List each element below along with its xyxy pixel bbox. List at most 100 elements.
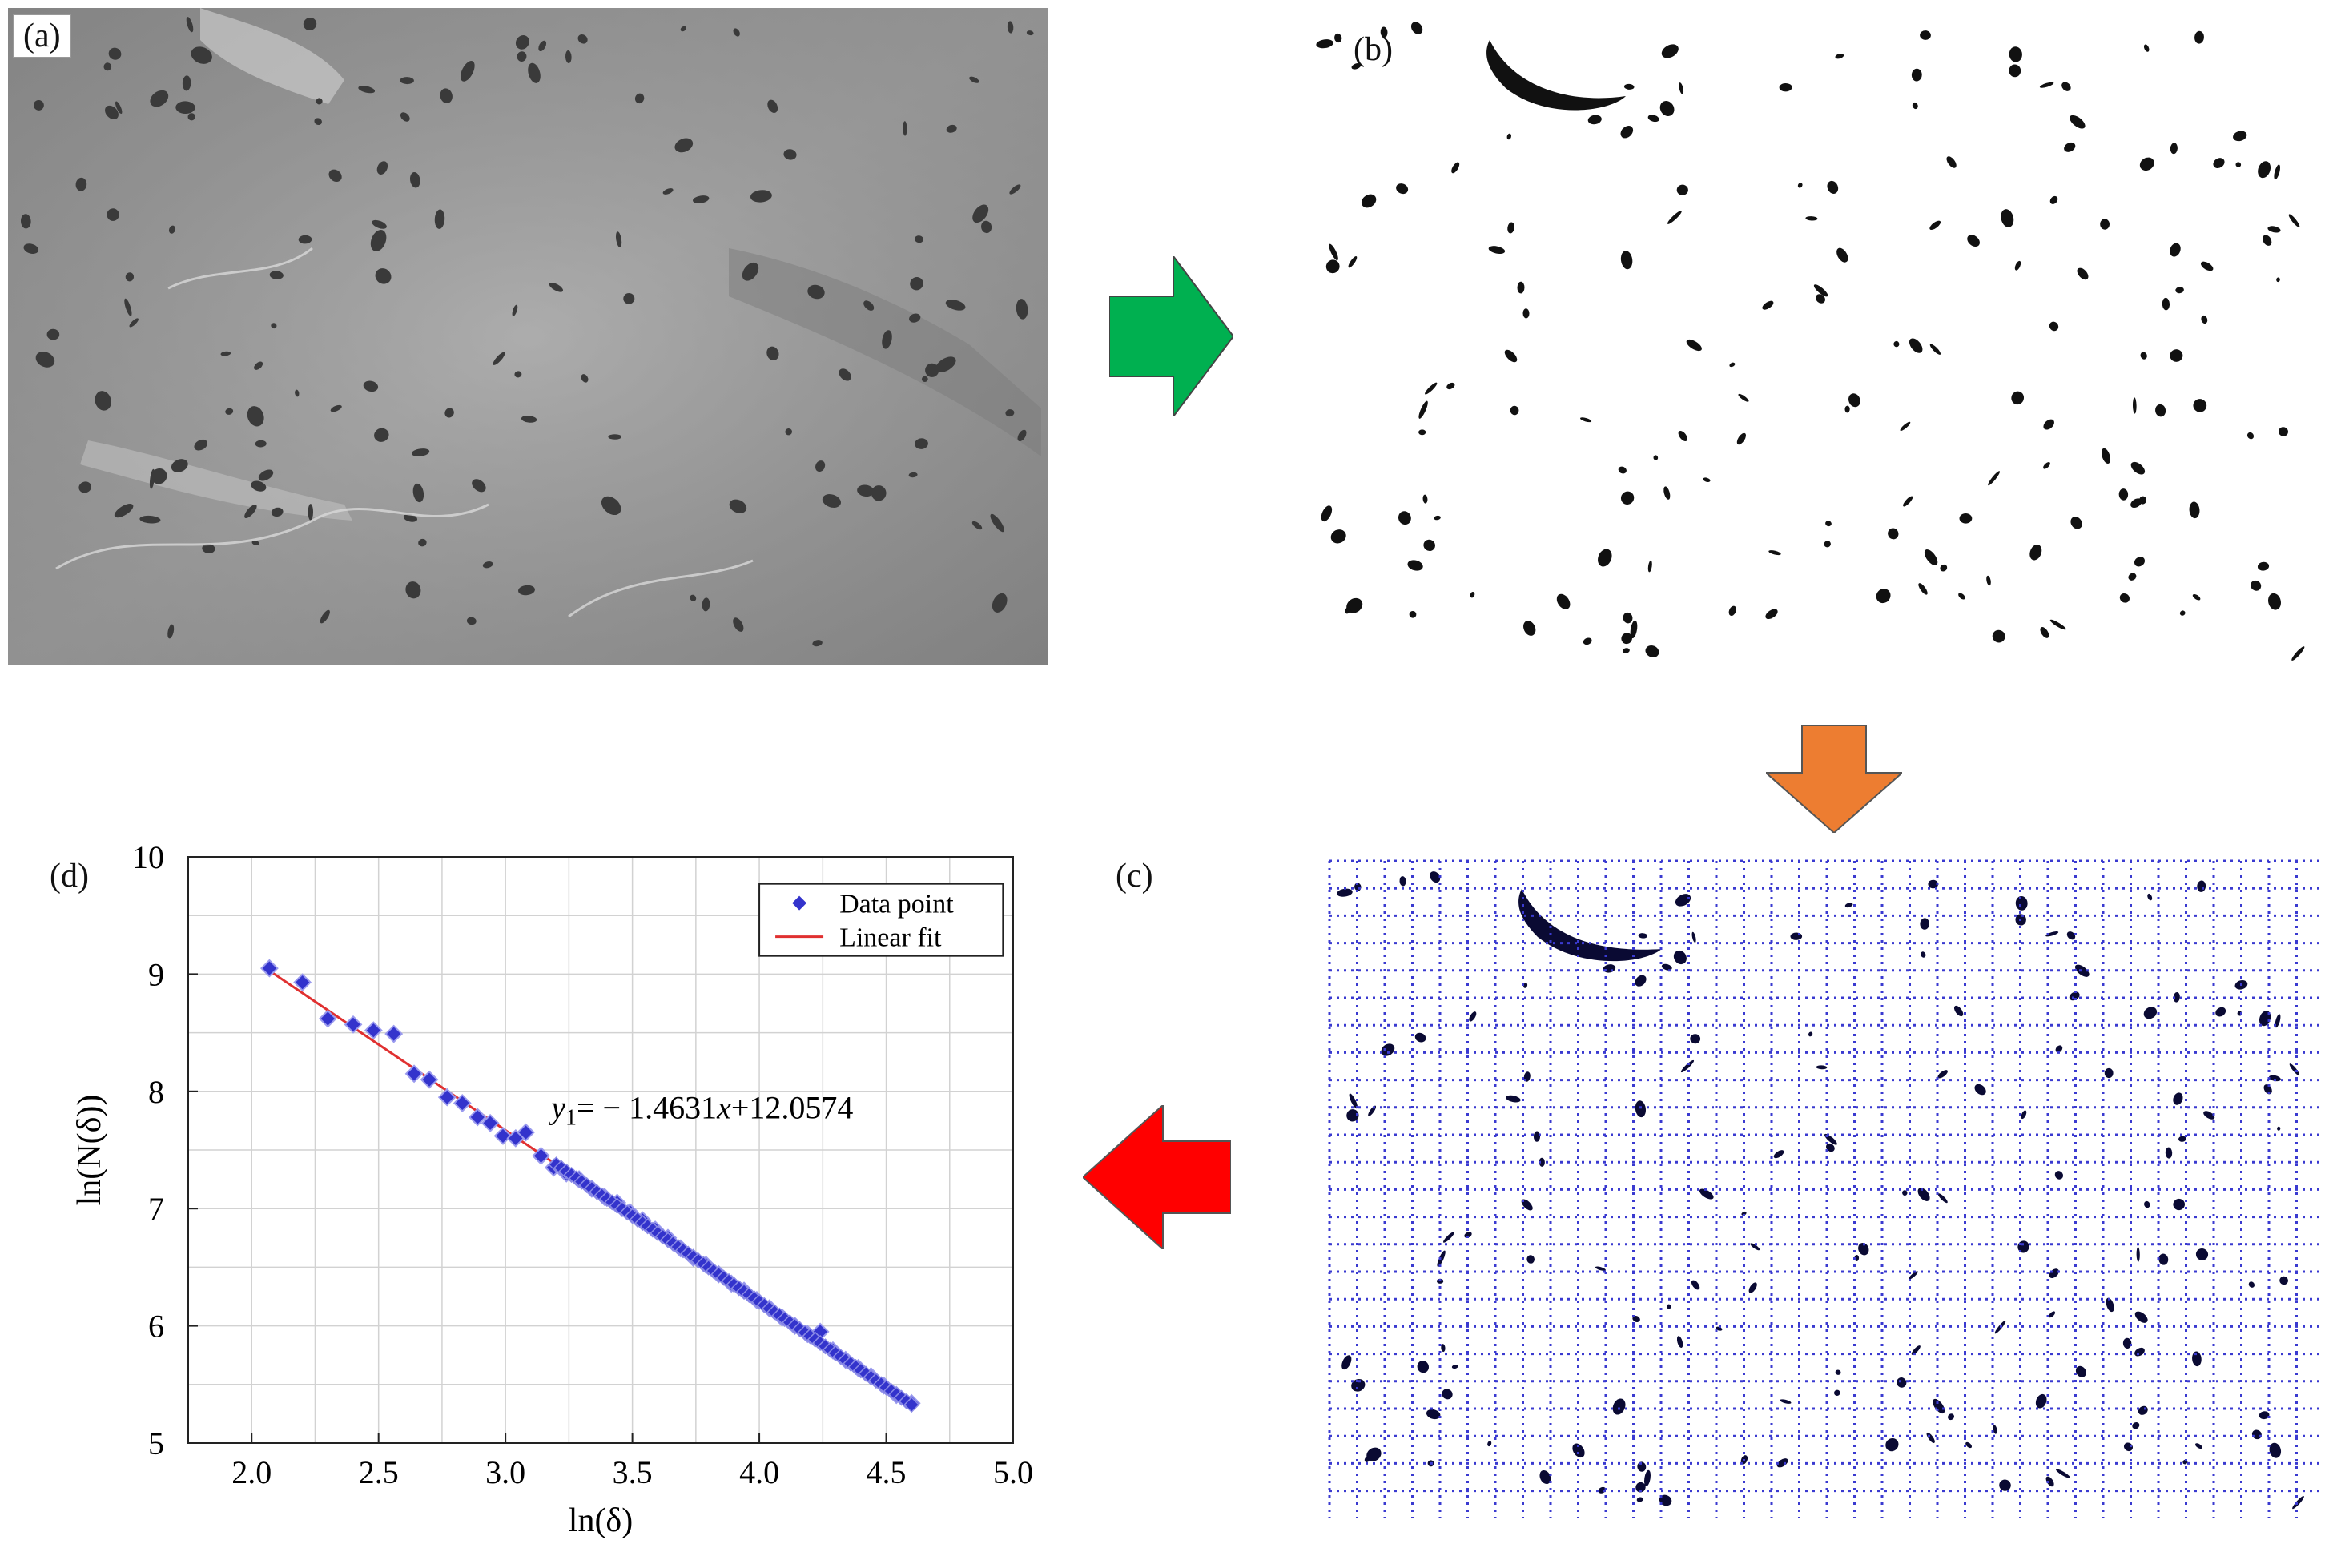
- pore-blob: [251, 480, 267, 492]
- pore-blob: [254, 361, 263, 370]
- pore-blob: [2134, 557, 2146, 567]
- pore-blob: [258, 469, 274, 481]
- pore-blob: [405, 581, 421, 599]
- pore-blob: [168, 225, 176, 234]
- pore-blob: [1321, 505, 1333, 522]
- y-axis-label: ln(N(δ)): [71, 1095, 108, 1206]
- pore-blob: [95, 391, 111, 411]
- pore-blob: [2192, 593, 2201, 601]
- pore-blob: [1893, 340, 1900, 348]
- panel-a-label: (a): [13, 14, 71, 58]
- pore-blob: [2193, 399, 2207, 412]
- pore-blob: [1380, 26, 1388, 38]
- pore-blob: [1423, 539, 1435, 552]
- data-point-marker: [468, 1108, 487, 1127]
- pore-blob: [2064, 142, 2076, 152]
- pore-blob: [512, 304, 518, 316]
- pore-blob: [1937, 1193, 1948, 1204]
- pore-blob: [1523, 983, 1528, 988]
- pore-blob: [171, 459, 188, 472]
- pore-blob: [581, 374, 589, 383]
- pore-blob: [244, 504, 257, 519]
- chart-legend: Data point Linear fit: [758, 883, 1004, 957]
- pore-blob: [105, 105, 119, 119]
- pore-blob: [303, 17, 317, 31]
- pore-blob: [521, 416, 537, 423]
- pore-blob: [882, 330, 892, 349]
- panel-d-label: (d): [50, 858, 89, 895]
- pore-blob: [269, 271, 284, 279]
- pore-blob: [2175, 287, 2184, 294]
- pore-blob: [1835, 1369, 1841, 1375]
- pore-blob: [298, 235, 312, 244]
- pore-blob: [1464, 1232, 1472, 1238]
- pore-blob: [733, 617, 744, 632]
- data-point-marker: [364, 1021, 383, 1040]
- pore-blob: [1903, 496, 1913, 507]
- pore-blob: [225, 408, 234, 415]
- pore-blob: [1623, 612, 1633, 624]
- pore-blob: [1940, 564, 1948, 572]
- pore-blob: [1661, 963, 1672, 971]
- pore-blob: [1776, 1458, 1788, 1468]
- legend-data-point: Data point: [839, 890, 954, 919]
- pore-blob: [1765, 609, 1778, 620]
- pore-blob: [1539, 1157, 1545, 1167]
- pore-blob: [1620, 126, 1634, 139]
- pore-blob: [903, 121, 907, 136]
- pore-blob: [150, 90, 169, 107]
- pore-blob: [1762, 300, 1774, 310]
- pore-blob: [2100, 219, 2110, 230]
- pore-blob: [308, 504, 313, 521]
- pore-blob: [2248, 1281, 2255, 1288]
- pore-blob: [2170, 143, 2178, 155]
- pore-blob: [1418, 429, 1426, 436]
- pore-blob: [1622, 648, 1630, 653]
- pore-blob: [518, 585, 535, 596]
- pore-blob: [255, 440, 267, 448]
- pore-blob: [466, 617, 477, 625]
- pore-blob: [1441, 1344, 1446, 1353]
- pore-blob: [2039, 82, 2054, 88]
- pore-blob: [1469, 1011, 1477, 1022]
- pore-blob: [785, 428, 792, 436]
- binary-image-panel: (b): [1305, 8, 2323, 673]
- pore-blob: [191, 46, 212, 64]
- pore-blob: [1911, 1345, 1921, 1355]
- pore-blob: [1451, 162, 1460, 174]
- pore-blob: [601, 496, 621, 516]
- axis-ticks: [188, 856, 1014, 1444]
- pore-blob: [1909, 338, 1923, 353]
- sem-micrograph: [8, 8, 1048, 665]
- pore-blob: [444, 408, 454, 418]
- pore-blob: [1612, 1398, 1626, 1415]
- pore-blob: [1827, 180, 1839, 194]
- y-tick-labels: 5 6 7 8 9 10: [132, 839, 164, 1461]
- pore-blob: [674, 138, 694, 153]
- pore-blob: [139, 515, 161, 524]
- data-point-marker: [384, 1024, 404, 1043]
- pore-blob: [915, 438, 928, 449]
- pore-blob: [1691, 931, 1696, 943]
- pore-blob: [1920, 918, 1930, 930]
- pore-blob: [2291, 646, 2305, 661]
- pore-blob: [1897, 1377, 1907, 1388]
- pore-blob: [1539, 1469, 1551, 1485]
- pore-blob: [1816, 294, 1825, 304]
- pore-blob: [1741, 1211, 1747, 1216]
- pore-blob: [2040, 626, 2049, 638]
- pore-blob: [909, 313, 921, 323]
- pore-blob: [1699, 1188, 1714, 1200]
- pore-blob: [2132, 397, 2137, 414]
- pore-blob: [2200, 261, 2214, 271]
- pore-blob: [2043, 419, 2054, 430]
- pore-blob: [129, 318, 139, 328]
- pore-blob: [1334, 33, 1342, 43]
- pore-blob: [1929, 220, 1941, 230]
- pore-blob: [733, 28, 740, 37]
- pore-blob: [1780, 1399, 1792, 1404]
- pore-blob: [2049, 195, 2058, 204]
- pore-blob: [2192, 1351, 2202, 1367]
- pore-blob: [2049, 321, 2059, 332]
- pore-blob: [1618, 466, 1627, 474]
